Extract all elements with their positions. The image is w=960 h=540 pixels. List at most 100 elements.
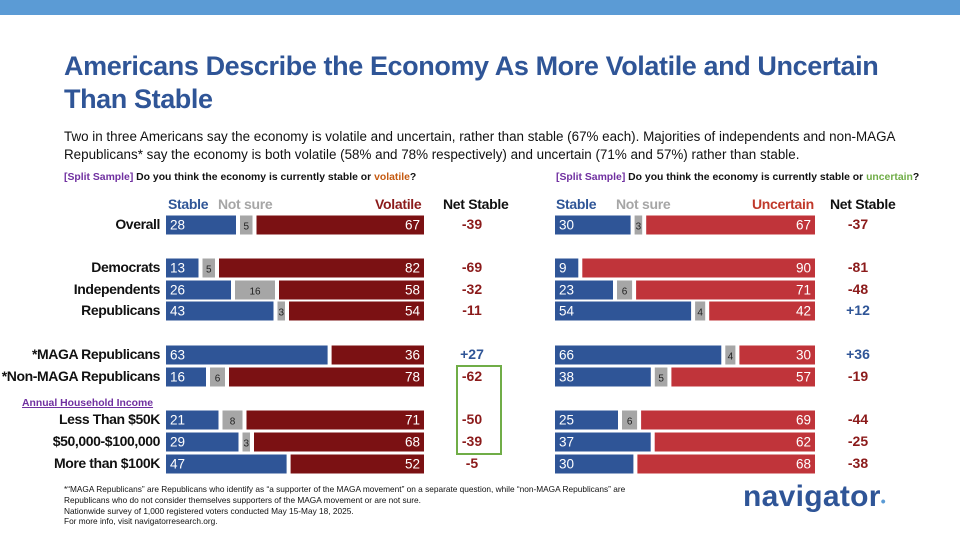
- question-keyword-volatile: volatile: [374, 172, 410, 183]
- question-mark: ?: [912, 172, 920, 183]
- bar-value-label: 67: [796, 218, 811, 233]
- bar-volatile: [279, 280, 424, 300]
- question-text: Do you think the economy is currently st…: [136, 172, 372, 183]
- bar-value-label: 6: [627, 417, 633, 428]
- question-mark: ?: [409, 172, 417, 183]
- bar-value-label: 42: [796, 304, 811, 319]
- header-volatile: Volatile: [375, 196, 422, 212]
- bar-not-sure: [202, 258, 215, 278]
- row-label: More than $100K: [53, 455, 160, 471]
- header-net-stable-left: Net Stable: [443, 196, 509, 212]
- bar-value-label: 5: [658, 374, 664, 385]
- bar-stable: [166, 345, 328, 365]
- bar-not-sure: [222, 410, 243, 430]
- bar-volatile: [256, 215, 424, 235]
- split-sample-label: [Split Sample]: [556, 172, 626, 183]
- bar-uncertain: [636, 280, 815, 300]
- bar-not-sure: [695, 301, 706, 321]
- bar-value-label: 16: [170, 370, 185, 385]
- bar-value-label: 58: [405, 283, 420, 298]
- navigator-logo: navigator•: [743, 480, 886, 514]
- net-stable-value: -5: [465, 455, 479, 471]
- bar-value-label: 28: [170, 218, 185, 233]
- bar-value-label: 38: [559, 370, 574, 385]
- net-stable-value: +12: [846, 302, 870, 318]
- bar-volatile: [246, 410, 424, 430]
- bar-value-label: 21: [170, 413, 185, 428]
- header-not-sure-right: Not sure: [616, 196, 671, 212]
- bar-value-label: 90: [796, 261, 811, 276]
- bar-value-label: 52: [405, 457, 420, 472]
- net-stable-value: -69: [461, 259, 483, 275]
- bar-value-label: 57: [796, 370, 811, 385]
- bar-value-label: 4: [728, 352, 734, 363]
- bar-value-label: 37: [559, 435, 574, 450]
- question-text: Do you think the economy is currently st…: [628, 172, 864, 183]
- logo-text: navigator: [743, 480, 881, 513]
- logo-dot: •: [880, 493, 886, 509]
- net-stable-value: +27: [460, 346, 484, 362]
- net-stable-value: -39: [461, 216, 483, 232]
- bar-uncertain: [641, 410, 815, 430]
- header-stable-left: Stable: [168, 196, 209, 212]
- bar-stable: [555, 454, 634, 474]
- bar-value-label: 3: [279, 308, 285, 319]
- question-right: [Split Sample] Do you think the economy …: [556, 172, 919, 183]
- bar-value-label: 5: [244, 222, 250, 233]
- header-stable-right: Stable: [556, 196, 597, 212]
- header-net-stable-right: Net Stable: [830, 196, 896, 212]
- row-label: $50,000-$100,000: [52, 433, 161, 449]
- bar-stable: [166, 454, 287, 474]
- bar-value-label: 30: [559, 457, 574, 472]
- bar-not-sure: [622, 410, 638, 430]
- bar-uncertain: [582, 258, 815, 278]
- footnote: *“MAGA Republicans” are Republicans who …: [64, 484, 704, 527]
- row-label: *Non-MAGA Republicans: [1, 368, 161, 384]
- row-label: Independents: [73, 281, 161, 297]
- bar-value-label: 66: [559, 348, 574, 363]
- question-keyword-uncertain: uncertain: [866, 172, 913, 183]
- bar-value-label: 71: [405, 413, 420, 428]
- net-stable-value: -62: [461, 368, 483, 384]
- bar-value-label: 3: [636, 222, 642, 233]
- bar-stable: [555, 215, 631, 235]
- row-label: Overall: [115, 216, 160, 232]
- bar-not-sure: [634, 215, 643, 235]
- split-sample-label: [Split Sample]: [64, 172, 134, 183]
- bar-stable: [166, 410, 219, 430]
- bar-stable: [555, 258, 579, 278]
- bar-value-label: 5: [206, 265, 212, 276]
- bar-stable: [166, 301, 274, 321]
- net-stable-value: -81: [847, 259, 869, 275]
- bar-volatile: [219, 258, 424, 278]
- bar-uncertain: [709, 301, 815, 321]
- net-stable-value: -19: [847, 368, 869, 384]
- bar-value-label: 78: [405, 370, 420, 385]
- bar-stable: [555, 432, 651, 452]
- bar-volatile: [254, 432, 424, 452]
- header-not-sure-left: Not sure: [218, 196, 273, 212]
- bar-not-sure: [277, 301, 285, 321]
- net-stable-value: -25: [847, 433, 869, 449]
- bar-value-label: 30: [559, 218, 574, 233]
- bar-value-label: 16: [249, 287, 261, 298]
- bar-stable: [166, 367, 206, 387]
- bar-value-label: 54: [559, 304, 575, 319]
- bar-not-sure: [210, 367, 225, 387]
- bar-not-sure: [617, 280, 633, 300]
- bar-value-label: 13: [170, 261, 185, 276]
- bar-uncertain: [637, 454, 815, 474]
- bar-value-label: 8: [230, 417, 236, 428]
- bar-value-label: 68: [405, 435, 420, 450]
- question-left: [Split Sample] Do you think the economy …: [64, 172, 416, 183]
- footnote-line: Nationwide survey of 1,000 registered vo…: [64, 505, 354, 516]
- bar-volatile: [290, 454, 424, 474]
- bar-value-label: 6: [622, 287, 628, 298]
- bar-value-label: 9: [559, 261, 567, 276]
- bar-stable: [555, 345, 722, 365]
- bar-stable: [555, 301, 692, 321]
- bar-value-label: 54: [405, 304, 421, 319]
- bar-uncertain: [646, 215, 815, 235]
- highlight-box: [456, 365, 502, 455]
- bar-volatile: [331, 345, 424, 365]
